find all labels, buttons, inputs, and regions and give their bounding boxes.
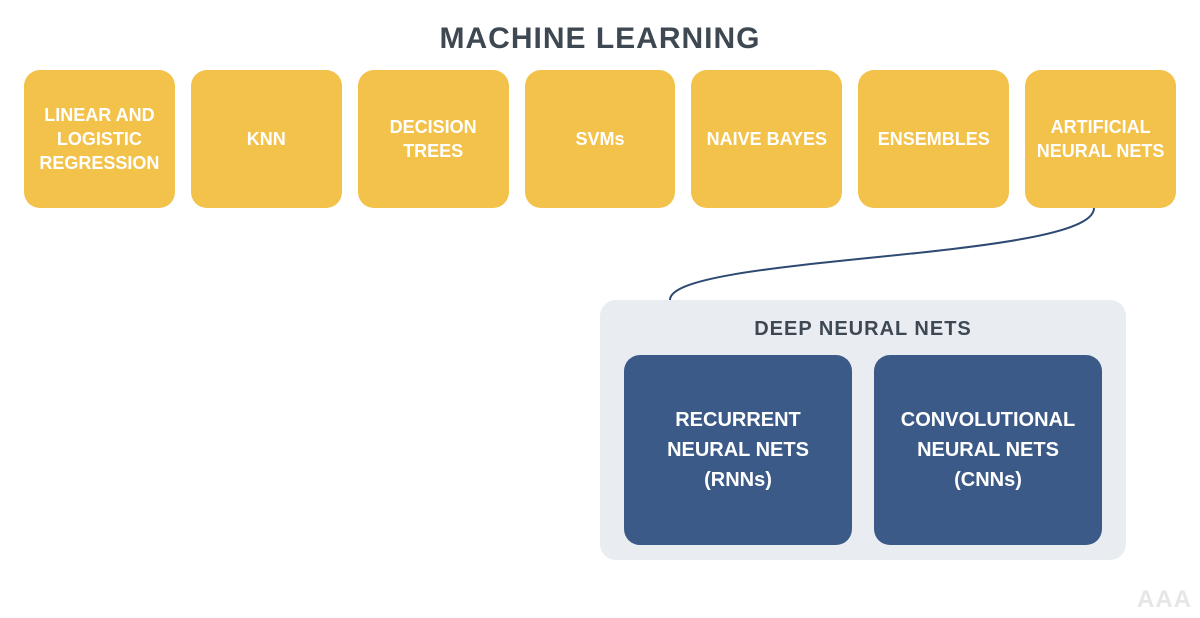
card-linear-logistic-regression: LINEAR AND LOGISTIC REGRESSION — [24, 70, 175, 208]
card-artificial-neural-nets: ARTIFICIAL NEURAL NETS — [1025, 70, 1176, 208]
deep-neural-nets-panel: DEEP NEURAL NETS RECURRENT NEURAL NETS (… — [600, 300, 1126, 560]
deep-nets-row: RECURRENT NEURAL NETS (RNNs) CONVOLUTION… — [624, 355, 1102, 545]
card-ensembles: ENSEMBLES — [858, 70, 1009, 208]
card-knn: KNN — [191, 70, 342, 208]
ml-category-row: LINEAR AND LOGISTIC REGRESSION KNN DECIS… — [24, 70, 1176, 208]
connector-path — [670, 208, 1094, 300]
card-svms: SVMs — [525, 70, 676, 208]
card-decision-trees: DECISION TREES — [358, 70, 509, 208]
card-rnns: RECURRENT NEURAL NETS (RNNs) — [624, 355, 852, 545]
diagram-canvas: MACHINE LEARNING LINEAR AND LOGISTIC REG… — [0, 0, 1200, 618]
sub-panel-title: DEEP NEURAL NETS — [624, 318, 1102, 341]
card-cnns: CONVOLUTIONAL NEURAL NETS (CNNs) — [874, 355, 1102, 545]
card-naive-bayes: NAIVE BAYES — [691, 70, 842, 208]
watermark-text: AAA — [1137, 586, 1192, 614]
